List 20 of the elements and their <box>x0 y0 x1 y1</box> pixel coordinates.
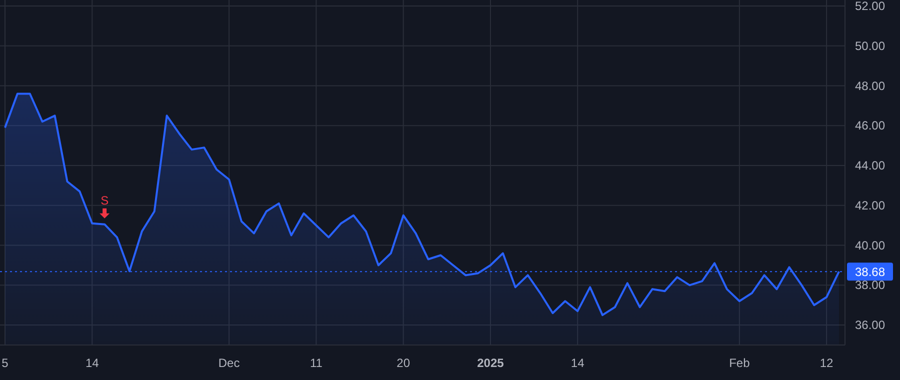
y-tick-label: 36.00 <box>854 318 886 332</box>
x-tick-label: Dec <box>218 356 240 370</box>
y-tick-label: 46.00 <box>854 118 886 133</box>
x-tick-label: 5 <box>2 356 9 370</box>
ref-line-label: 38.68 <box>854 265 886 280</box>
y-tick-label: 42.00 <box>854 198 886 212</box>
y-tick-label: 50.00 <box>854 38 886 53</box>
x-tick-label: 14 <box>570 356 585 370</box>
x-tick-label: Feb <box>729 356 750 370</box>
y-tick-label: 48.00 <box>854 78 886 93</box>
annotation: S <box>100 193 109 208</box>
x-tick-label: 11 <box>310 356 323 370</box>
y-tick-label: 52.00 <box>854 0 886 13</box>
y-tick-label: 38.00 <box>854 278 886 292</box>
y-tick-label: 44.00 <box>854 158 886 173</box>
x-tick-label: 12 <box>820 356 834 370</box>
y-tick-label: 40.00 <box>854 238 886 252</box>
x-tick-label: 2025 <box>477 356 504 370</box>
x-tick-label: 20 <box>396 356 410 370</box>
x-tick-label: 14 <box>85 356 100 370</box>
